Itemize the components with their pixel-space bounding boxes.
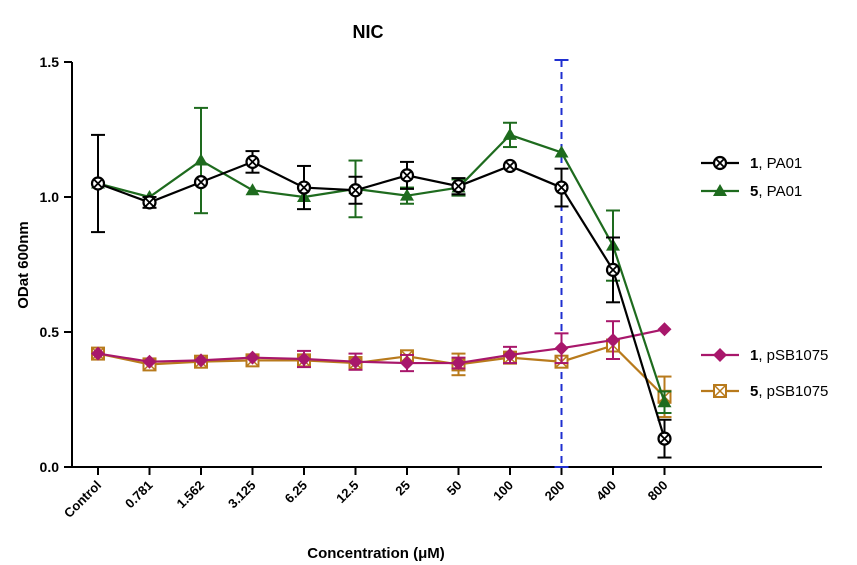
- legend-item: 5, pSB1075: [701, 383, 828, 400]
- legend-label-strain: , PA01: [758, 183, 802, 200]
- reference-line-group: [554, 59, 569, 468]
- series-s1sb: [91, 320, 672, 373]
- legend-label-strain: , PA01: [758, 155, 802, 172]
- data-point: [90, 176, 106, 191]
- data-point: [348, 354, 363, 369]
- legend-label-strain: , pSB1075: [758, 383, 828, 400]
- legend-label-number: 1: [750, 347, 758, 364]
- x-tick-label: 3.125: [225, 478, 259, 512]
- data-point: [245, 183, 260, 196]
- data-point: [606, 333, 620, 348]
- legend-label-number: 1: [750, 155, 758, 172]
- legend-marker: [713, 348, 727, 362]
- data-point: [657, 395, 672, 408]
- y-axis-label: ODat 600nm: [15, 221, 32, 309]
- data-point: [348, 183, 363, 198]
- x-tick-label: 1.562: [174, 478, 208, 512]
- chart-title: NIC: [353, 22, 384, 42]
- data-point: [554, 341, 569, 356]
- series-s5sb: [91, 338, 672, 419]
- data-point: [245, 350, 260, 365]
- series-s5pa: [91, 106, 672, 414]
- data-point: [193, 175, 209, 190]
- data-point: [194, 353, 208, 368]
- data-point: [657, 431, 672, 446]
- data-point: [400, 188, 414, 201]
- data-point: [503, 347, 517, 362]
- legend-label-strain: , pSB1075: [758, 347, 828, 364]
- data-point: [296, 180, 312, 195]
- data-point: [554, 145, 569, 158]
- data-point: [657, 322, 672, 337]
- x-tick-label: 50: [444, 478, 465, 499]
- y-tick-label: 0.5: [40, 324, 60, 340]
- x-tick-label: 800: [645, 478, 671, 504]
- legend-label-number: 5: [750, 383, 758, 400]
- data-point: [502, 158, 518, 174]
- legend-label: 1, pSB1075: [750, 347, 828, 364]
- legend-label: 5, pSB1075: [750, 383, 828, 400]
- legend-item: 1, PA01: [701, 155, 802, 172]
- y-tick-label: 1.5: [40, 54, 60, 70]
- legend-label: 5, PA01: [750, 183, 802, 200]
- data-point: [605, 262, 621, 277]
- data-point: [142, 354, 157, 369]
- series-line: [97, 160, 666, 439]
- data-point: [451, 356, 466, 371]
- data-point: [554, 180, 569, 195]
- legend-marker: [712, 155, 728, 171]
- data-point: [503, 127, 517, 140]
- series-line: [97, 344, 666, 398]
- series-line: [97, 328, 665, 365]
- plot-area: [90, 106, 672, 459]
- legend-marker: [713, 184, 727, 196]
- x-tick-label: 200: [542, 478, 568, 504]
- data-point: [297, 352, 311, 366]
- x-axis-label: Concentration (μM): [307, 545, 445, 562]
- data-point: [451, 179, 466, 194]
- data-point: [245, 154, 260, 169]
- series-s1pa: [90, 133, 672, 459]
- y-tick-label: 1.0: [40, 189, 60, 205]
- series-line: [97, 133, 666, 403]
- x-tick-label: 12.5: [333, 478, 362, 507]
- x-tick-label: 400: [593, 478, 619, 504]
- x-tick-label: Control: [61, 478, 104, 521]
- x-tick-label: 25: [392, 478, 413, 499]
- legend-item: 1, pSB1075: [701, 347, 828, 364]
- data-point: [194, 153, 208, 166]
- data-point: [399, 168, 415, 183]
- data-point: [91, 346, 105, 361]
- legend-label-number: 5: [750, 183, 758, 200]
- legend-label: 1, PA01: [750, 155, 802, 172]
- x-tick-label: 6.25: [282, 478, 311, 507]
- x-tick-label: 100: [490, 478, 516, 504]
- legend-item: 5, PA01: [701, 183, 802, 200]
- y-tick-label: 0.0: [40, 459, 60, 475]
- data-point: [400, 356, 414, 371]
- legend-marker: [713, 384, 727, 398]
- x-tick-label: 0.781: [122, 478, 156, 512]
- data-point: [142, 195, 157, 210]
